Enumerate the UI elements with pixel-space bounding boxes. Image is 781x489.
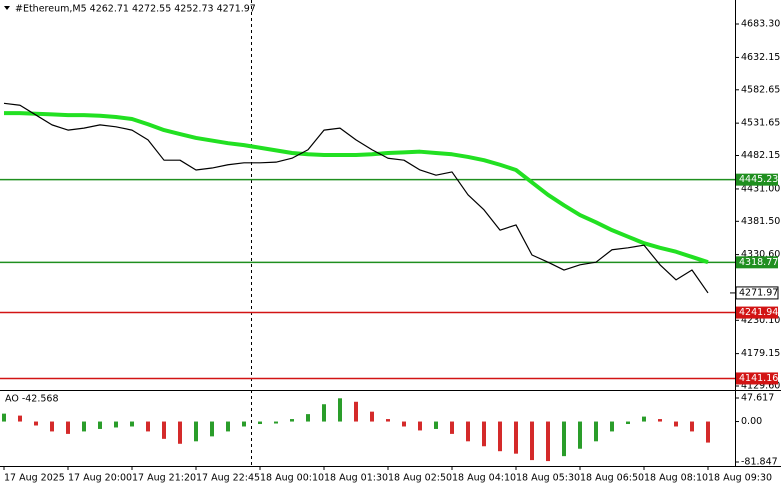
ao-bar [98, 421, 102, 429]
ao-bar [146, 421, 150, 432]
y-tick-label: 4482.15 [741, 150, 780, 161]
level-label-box [736, 372, 778, 385]
ao-bar [402, 421, 406, 427]
ao-bar [194, 421, 198, 442]
ao-bar [130, 421, 134, 427]
x-tick-label: 17 Aug 22:45 [196, 473, 260, 484]
y-tick-label: 4632.15 [741, 52, 780, 63]
x-tick-label: 18 Aug 05:30 [516, 473, 580, 484]
ao-bar [114, 421, 118, 428]
y-tick-label: 4582.65 [741, 84, 780, 95]
ao-bar [386, 419, 390, 422]
ao-bar [274, 421, 278, 424]
level-label: 4241.94 [739, 307, 778, 318]
ao-bar [658, 419, 662, 422]
y-tick-label: 4431.00 [741, 183, 780, 194]
level-label: 4318.77 [739, 257, 778, 268]
ao-bar [434, 421, 438, 429]
ao-tick-label: 0.00 [741, 416, 762, 427]
ao-bar [690, 421, 694, 432]
ao-bar [210, 421, 214, 437]
ao-bar [626, 421, 630, 425]
ao-bar [514, 421, 518, 454]
x-tick-label: 18 Aug 06:50 [580, 473, 644, 484]
ao-bar [2, 413, 6, 422]
level-label: 4141.16 [739, 373, 778, 384]
ao-bar [562, 421, 566, 457]
y-tick-label: 4531.65 [741, 118, 780, 129]
level-label-box [736, 306, 778, 319]
ao-bar [18, 415, 22, 422]
y-tick-label: 4330.60 [741, 249, 780, 260]
level-label-box [736, 173, 778, 186]
ao-bar [258, 421, 262, 425]
ao-bar [242, 421, 246, 427]
x-tick-label: 18 Aug 00:10 [260, 473, 324, 484]
x-tick-label: 18 Aug 09:30 [708, 473, 772, 484]
ao-bar [418, 421, 422, 431]
price-line [3, 102, 709, 294]
price-line [4, 111, 709, 265]
x-tick-label: 18 Aug 04:10 [452, 473, 516, 484]
x-tick-label: 17 Aug 20:00 [68, 473, 132, 484]
ao-bar [354, 401, 358, 422]
ao-bar [482, 421, 486, 447]
ao-tick-label: 47.617 [741, 392, 774, 403]
x-tick-label: 17 Aug 2025 [4, 473, 65, 484]
ao-bar [226, 421, 230, 432]
y-tick-label: 4683.30 [741, 18, 780, 29]
ao-bar [290, 419, 294, 422]
x-tick-label: 18 Aug 01:30 [324, 473, 388, 484]
ao-bar [82, 421, 86, 432]
ao-bar [322, 404, 326, 422]
ao-bar [450, 421, 454, 434]
ao-bar [594, 421, 598, 442]
ao-bar [674, 421, 678, 427]
menu-triangle [4, 6, 10, 10]
ao-bar [178, 421, 182, 444]
level-label: 4445.23 [739, 174, 778, 185]
ao-bar [338, 398, 342, 422]
x-tick-label: 17 Aug 21:20 [132, 473, 196, 484]
y-tick-label: 4129.60 [741, 381, 780, 392]
ao-bar [34, 421, 38, 426]
y-tick-label: 4230.10 [741, 315, 780, 326]
ao-bar [306, 414, 310, 422]
ao-bar [706, 421, 710, 443]
last-price-label: 4271.97 [739, 287, 778, 298]
ao-bar [530, 421, 534, 461]
ao-title: AO -42.568 [5, 394, 59, 405]
x-tick-label: 18 Aug 08:10 [644, 473, 708, 484]
chart-title: #Ethereum,M5 4262.71 4272.55 4252.73 427… [15, 4, 256, 15]
ao-bar [642, 416, 646, 422]
ao-tick-label: -81.847 [741, 456, 778, 467]
x-tick-label: 18 Aug 02:50 [388, 473, 452, 484]
ao-bar [370, 411, 374, 422]
ao-bar [50, 421, 54, 432]
ao-bar [610, 421, 614, 432]
ao-bar [162, 421, 166, 439]
ao-bar [546, 421, 550, 462]
y-tick-label: 4381.50 [741, 216, 780, 227]
ao-bar [66, 421, 70, 434]
ao-bar [498, 421, 502, 452]
ao-bar [578, 421, 582, 449]
y-tick-label: 4179.15 [741, 348, 780, 359]
ao-bar [466, 421, 470, 442]
last-price-box [735, 286, 779, 300]
level-label-box [736, 256, 778, 269]
